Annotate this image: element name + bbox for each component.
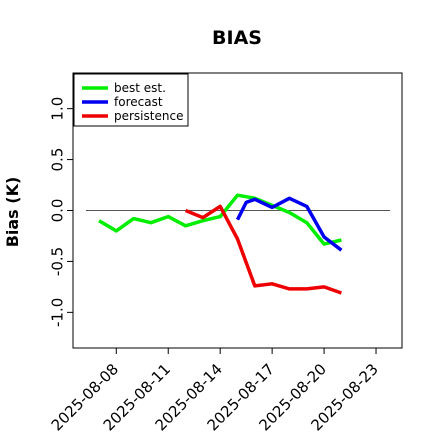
legend-label: forecast bbox=[114, 95, 163, 109]
legend-label: persistence bbox=[114, 109, 183, 123]
y-tick-label: 0.0 bbox=[49, 199, 67, 223]
series-line-forecast bbox=[235, 196, 343, 252]
x-axis-ticks: 2025-08-082025-08-112025-08-142025-08-17… bbox=[48, 348, 382, 434]
y-tick-label: -0.5 bbox=[49, 247, 67, 276]
series-line-best-est bbox=[98, 193, 342, 246]
y-axis-label: Bias (K) bbox=[3, 177, 22, 248]
series-line-persistence bbox=[184, 204, 342, 295]
y-tick-label: -1.0 bbox=[49, 298, 67, 327]
series-lines bbox=[98, 193, 343, 295]
legend-label: best est. bbox=[114, 81, 166, 95]
y-axis-ticks: -1.0 -0.5 0.0 0.5 1.0 bbox=[49, 97, 73, 327]
legend-box bbox=[73, 73, 189, 127]
chart-title: BIAS bbox=[212, 27, 262, 49]
y-tick-label: 1.0 bbox=[49, 97, 67, 121]
y-tick-label: 0.5 bbox=[49, 148, 67, 172]
